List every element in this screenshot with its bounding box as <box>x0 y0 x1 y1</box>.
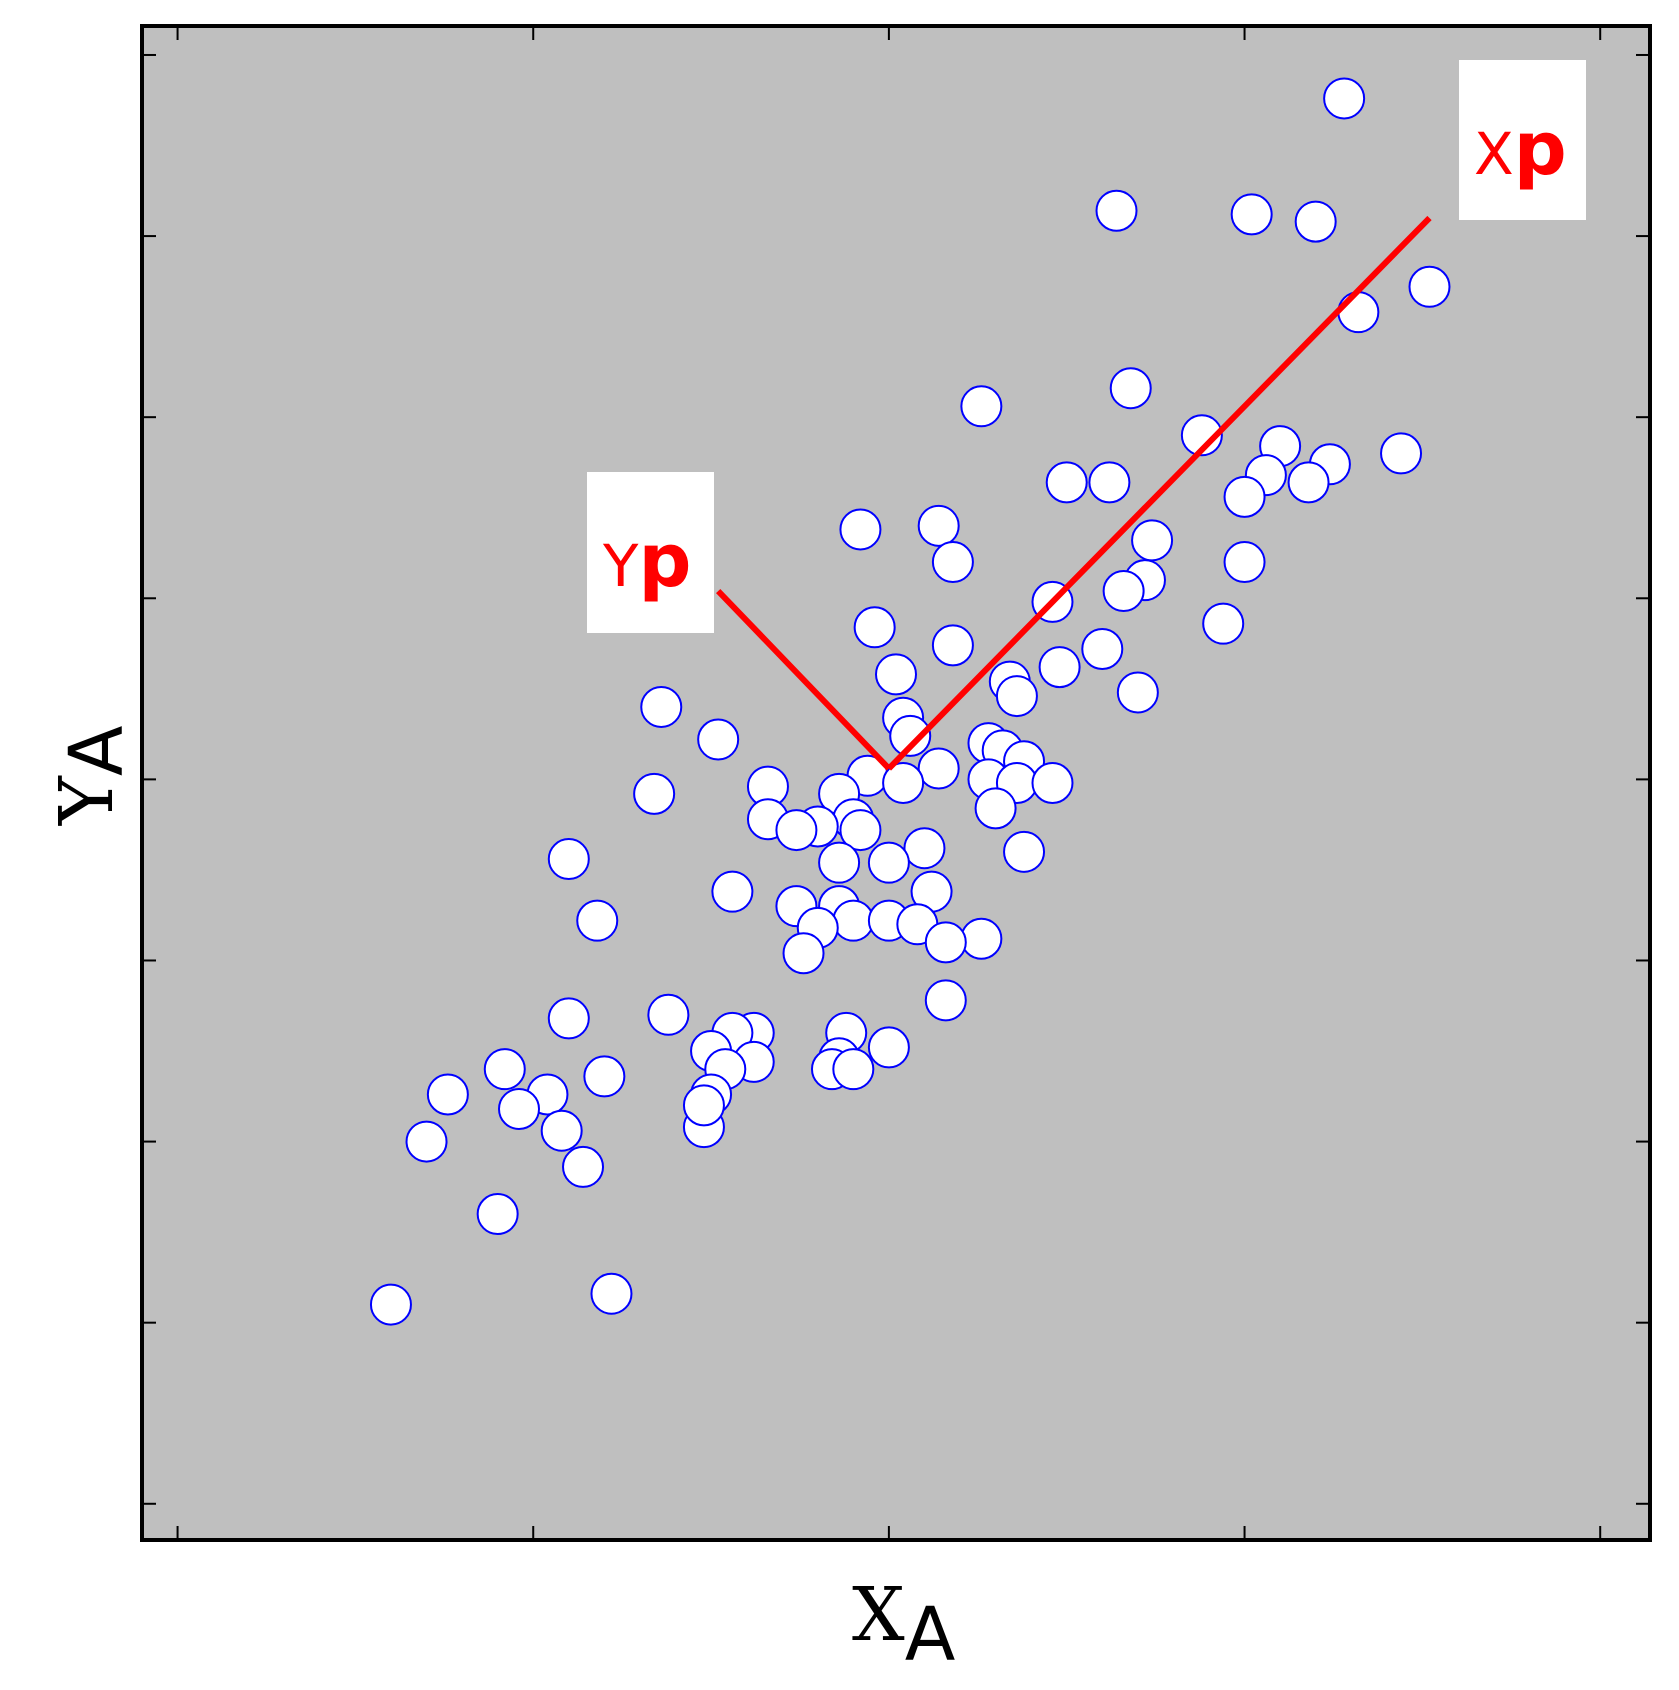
data-point-83 <box>867 1026 910 1069</box>
data-point-20 <box>931 541 974 584</box>
data-point-60 <box>818 841 861 884</box>
data-point-1 <box>1095 189 1138 232</box>
xp-label-box <box>1459 60 1586 220</box>
data-point-56 <box>903 827 946 870</box>
data-point-55 <box>775 809 818 852</box>
data-point-33 <box>1116 671 1159 714</box>
data-point-93 <box>405 1120 448 1163</box>
xp-axis-line <box>886 215 1432 771</box>
data-point-27 <box>931 624 974 667</box>
data-point-13 <box>1045 461 1088 504</box>
data-point-17 <box>839 508 882 551</box>
data-point-44 <box>1031 762 1074 804</box>
data-point-2 <box>1230 193 1273 236</box>
data-point-58 <box>547 838 590 881</box>
axis-ticks <box>142 26 1650 1540</box>
data-point-46 <box>882 762 925 804</box>
data-point-23 <box>1102 570 1145 613</box>
data-point-14 <box>1088 461 1131 504</box>
data-point-5 <box>1337 291 1380 334</box>
data-point-28 <box>1081 627 1124 670</box>
yp-label: Yp <box>602 518 691 604</box>
data-point-96 <box>682 1084 725 1127</box>
data-point-66 <box>832 899 875 942</box>
plot-frame <box>140 24 1652 1542</box>
data-point-74 <box>547 997 590 1040</box>
data-point-59 <box>867 841 910 884</box>
data-point-0 <box>1323 77 1366 120</box>
data-point-25 <box>1202 602 1245 645</box>
data-point-21 <box>1223 541 1266 584</box>
data-point-8 <box>1180 414 1223 457</box>
y-axis-title: YA <box>44 725 140 826</box>
data-point-32 <box>995 675 1038 718</box>
data-point-41 <box>917 747 960 790</box>
data-point-16 <box>1223 475 1266 518</box>
data-point-36 <box>697 718 740 761</box>
data-point-29 <box>875 653 917 696</box>
yp-label-box <box>587 472 714 633</box>
data-point-85 <box>583 1055 626 1098</box>
data-point-97 <box>562 1145 605 1188</box>
data-point-72 <box>782 932 825 975</box>
data-point-73 <box>924 979 967 1022</box>
data-point-57 <box>1003 830 1046 873</box>
yp-axis-line <box>716 588 892 771</box>
principal-axes <box>716 215 1432 771</box>
data-point-7 <box>960 385 1003 428</box>
data-point-71 <box>924 921 967 964</box>
data-point-87 <box>832 1048 875 1091</box>
xp-label: Xp <box>1474 106 1567 192</box>
data-point-54 <box>839 809 882 852</box>
data-point-99 <box>590 1272 633 1315</box>
data-point-65 <box>576 899 619 942</box>
data-point-10 <box>1380 432 1423 475</box>
data-point-15 <box>1287 461 1330 504</box>
data-point-26 <box>853 606 896 649</box>
data-point-37 <box>889 714 932 757</box>
data-point-4 <box>1408 265 1451 308</box>
data-point-62 <box>711 870 754 913</box>
data-point-91 <box>540 1109 583 1152</box>
data-point-89 <box>426 1073 469 1116</box>
data-point-84 <box>483 1048 526 1091</box>
data-point-70 <box>960 917 1003 960</box>
data-point-3 <box>1294 200 1337 243</box>
data-point-98 <box>369 1283 412 1326</box>
data-points <box>369 77 1451 1326</box>
data-point-90 <box>498 1087 540 1130</box>
data-point-18 <box>917 504 960 547</box>
data-point-75 <box>647 993 690 1036</box>
data-point-94 <box>476 1193 519 1236</box>
data-point-48 <box>633 772 676 815</box>
x-axis-title: XA <box>852 1572 956 1678</box>
data-point-30 <box>1038 646 1081 689</box>
data-point-19 <box>1131 519 1174 562</box>
data-point-6 <box>1109 367 1152 410</box>
data-point-34 <box>640 685 683 728</box>
data-point-50 <box>974 787 1017 830</box>
